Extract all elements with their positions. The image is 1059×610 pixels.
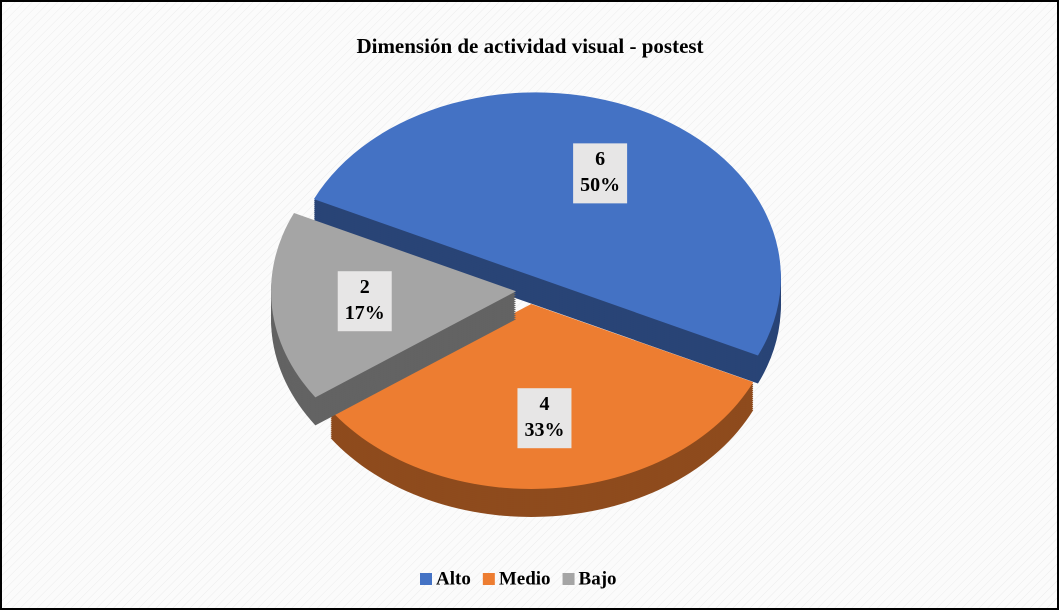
data-label-box xyxy=(573,143,628,204)
slice-top xyxy=(313,92,781,356)
data-label: 2 xyxy=(360,276,370,298)
slice xyxy=(313,92,781,384)
slice xyxy=(271,213,517,426)
legend-label: Medio xyxy=(499,568,551,589)
data-label: 6 xyxy=(595,148,605,170)
data-label: 50% xyxy=(580,174,620,196)
data-label: 33% xyxy=(524,419,564,441)
legend-swatch xyxy=(420,573,432,585)
legend-swatch xyxy=(562,573,575,585)
legend-swatch xyxy=(482,573,495,585)
data-label: 4 xyxy=(539,393,549,415)
slice-top xyxy=(271,213,517,398)
data-label-box xyxy=(517,388,572,449)
legend-label: Bajo xyxy=(579,568,617,589)
chart-title: Dimensión de actividad visual - postest xyxy=(356,34,703,58)
data-label: 17% xyxy=(345,302,385,324)
legend-label: Alto xyxy=(436,568,471,589)
data-label-box xyxy=(337,271,392,332)
